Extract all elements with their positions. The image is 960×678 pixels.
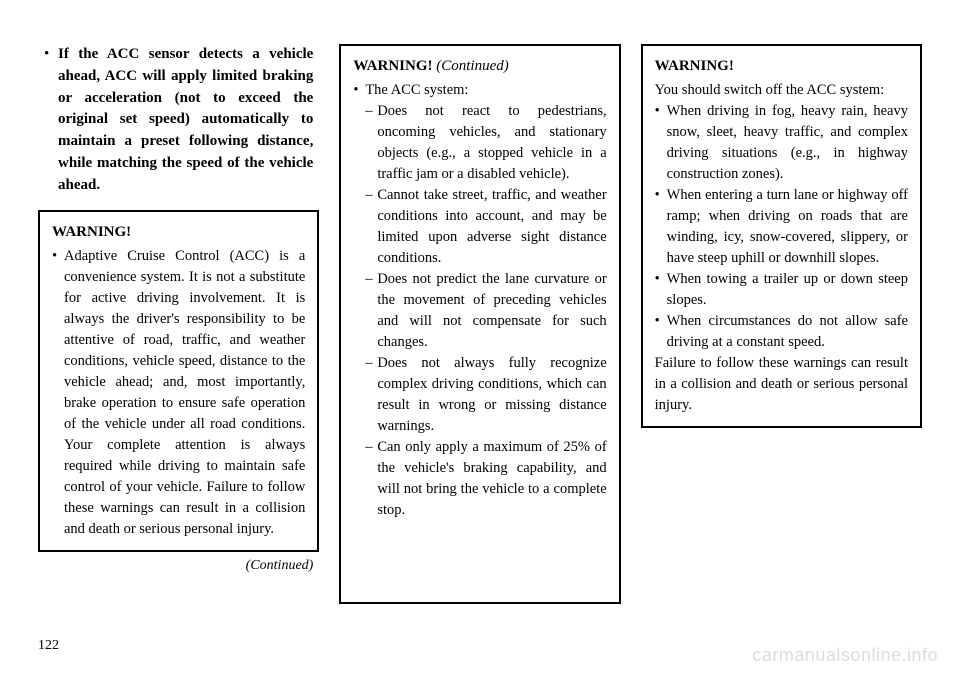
column-3: WARNING! You should switch off the ACC s… bbox=[641, 44, 922, 604]
warning-box-2: WARNING! (Continued) • The ACC system: –… bbox=[339, 44, 620, 604]
continued-label: (Continued) bbox=[38, 558, 319, 574]
warning-title: WARNING! (Continued) bbox=[353, 56, 606, 78]
dash-icon: – bbox=[365, 101, 377, 185]
page-columns: • If the ACC sensor detects a vehicle ah… bbox=[38, 44, 922, 604]
dash-icon: – bbox=[365, 437, 377, 521]
page-number: 122 bbox=[38, 638, 59, 654]
sub-bullet-text: Can only apply a maximum of 25% of the v… bbox=[377, 437, 606, 521]
dash-icon: – bbox=[365, 185, 377, 269]
bullet-dot: • bbox=[655, 101, 667, 185]
bullet-text: When circumstances do not allow safe dri… bbox=[667, 311, 908, 353]
warning-box-3: WARNING! You should switch off the ACC s… bbox=[641, 44, 922, 428]
bullet-text: When towing a trailer up or down steep s… bbox=[667, 269, 908, 311]
bullet-dot: • bbox=[52, 246, 64, 540]
column-1: • If the ACC sensor detects a vehicle ah… bbox=[38, 44, 319, 604]
warning-title: WARNING! bbox=[52, 222, 305, 244]
warning-tail: Failure to follow these warnings can res… bbox=[655, 353, 908, 416]
bullet-text: When driving in fog, heavy rain, heavy s… bbox=[667, 101, 908, 185]
watermark: carmanualsonline.info bbox=[752, 645, 938, 666]
intro-text: If the ACC sensor detects a vehicle ahea… bbox=[58, 44, 313, 196]
bullet-text: When entering a turn lane or highway off… bbox=[667, 185, 908, 269]
warning-label: WARNING! bbox=[353, 58, 432, 74]
intro-paragraph: • If the ACC sensor detects a vehicle ah… bbox=[38, 44, 319, 196]
bullet-dot: • bbox=[655, 185, 667, 269]
dash-icon: – bbox=[365, 353, 377, 437]
warning-box-1: WARNING! • Adaptive Cruise Control (ACC)… bbox=[38, 210, 319, 552]
warning-title: WARNING! bbox=[655, 56, 908, 78]
column-2: WARNING! (Continued) • The ACC system: –… bbox=[339, 44, 620, 604]
warning-text: Adaptive Cruise Control (ACC) is a conve… bbox=[64, 246, 305, 540]
bullet-lead: The ACC system: bbox=[365, 80, 606, 101]
sub-bullet-text: Does not always fully recognize complex … bbox=[377, 353, 606, 437]
dash-icon: – bbox=[365, 269, 377, 353]
sub-bullet-text: Cannot take street, traffic, and weather… bbox=[377, 185, 606, 269]
continued-inline: (Continued) bbox=[436, 58, 509, 74]
sub-bullet-text: Does not react to pedestrians, oncoming … bbox=[377, 101, 606, 185]
sub-bullet-text: Does not predict the lane curvature or t… bbox=[377, 269, 606, 353]
bullet-dot: • bbox=[655, 269, 667, 311]
warning-lead: You should switch off the ACC system: bbox=[655, 80, 908, 101]
bullet-dot: • bbox=[44, 44, 58, 196]
bullet-dot: • bbox=[353, 80, 365, 101]
bullet-dot: • bbox=[655, 311, 667, 353]
